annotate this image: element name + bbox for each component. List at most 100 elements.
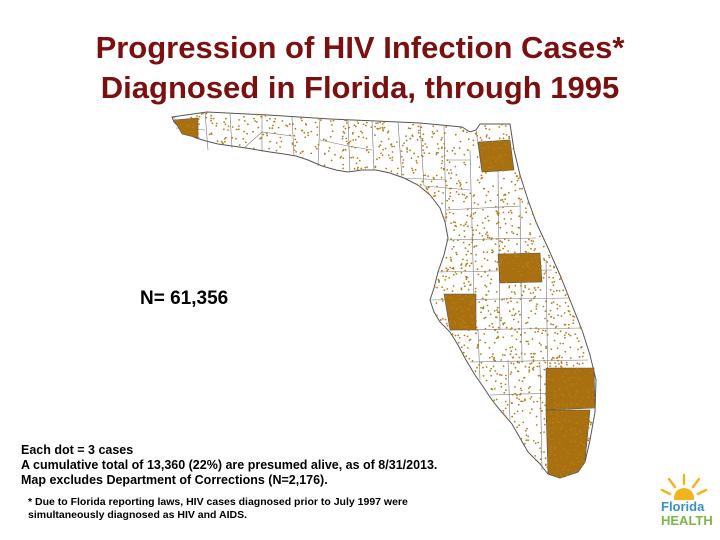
case-dot — [518, 310, 520, 313]
case-dot — [538, 362, 541, 365]
case-dot — [551, 293, 554, 296]
case-dot — [535, 327, 537, 329]
case-dot — [506, 298, 508, 300]
case-dot — [467, 138, 470, 141]
case-dot — [425, 187, 428, 189]
case-dot — [568, 420, 571, 422]
case-dot — [527, 343, 530, 345]
case-dot — [503, 218, 506, 220]
case-dot — [561, 375, 564, 378]
case-dot — [484, 147, 486, 150]
case-dot — [301, 119, 303, 122]
case-dot — [539, 407, 542, 410]
case-dot — [471, 241, 473, 244]
case-dot — [544, 361, 547, 364]
county-broward — [545, 367, 596, 411]
case-dot — [494, 205, 497, 208]
case-dot — [569, 334, 572, 337]
case-dot — [460, 224, 462, 226]
case-dot — [546, 423, 549, 426]
case-dot — [445, 216, 447, 219]
case-dot — [499, 249, 501, 252]
case-dot — [556, 475, 558, 477]
case-dot — [496, 261, 499, 264]
case-dot — [552, 323, 554, 326]
case-dot — [581, 355, 584, 358]
case-dot — [530, 352, 532, 355]
case-dot — [485, 127, 487, 130]
case-dot — [541, 332, 543, 335]
case-dot — [420, 126, 423, 129]
case-dot — [465, 278, 468, 281]
case-dot — [465, 221, 468, 224]
case-dot — [502, 137, 505, 140]
case-dot — [508, 145, 511, 147]
case-dot — [550, 412, 553, 415]
case-dot — [500, 139, 502, 142]
case-dot — [490, 387, 493, 390]
case-dot — [527, 340, 529, 343]
case-dot — [558, 389, 561, 391]
case-dot — [528, 288, 530, 291]
case-dot — [461, 323, 464, 326]
case-dot — [575, 403, 578, 406]
case-dot — [466, 131, 468, 134]
case-dot — [518, 361, 520, 364]
case-dot — [508, 137, 511, 140]
case-dot — [449, 266, 452, 269]
case-dot — [544, 404, 546, 407]
case-dot — [405, 135, 407, 138]
case-dot — [574, 428, 577, 430]
case-dot — [532, 297, 535, 300]
case-dot — [504, 222, 507, 225]
case-dot — [522, 265, 525, 267]
case-dot — [568, 377, 571, 379]
case-dot — [525, 434, 528, 437]
case-dot — [544, 330, 547, 332]
case-dot — [441, 156, 444, 158]
case-dot — [513, 314, 516, 317]
case-dot — [485, 172, 487, 174]
case-dot — [421, 139, 424, 142]
case-dot — [454, 221, 456, 224]
case-dot — [499, 226, 502, 229]
case-dot — [524, 264, 527, 266]
case-dot — [505, 326, 508, 329]
case-dot — [265, 132, 268, 135]
case-dot — [546, 320, 549, 322]
case-dot — [544, 464, 547, 467]
case-dot — [504, 407, 507, 410]
case-dot — [294, 138, 297, 141]
case-dot — [533, 287, 536, 289]
case-dot — [543, 451, 545, 453]
case-dot — [568, 393, 570, 396]
case-dot — [478, 166, 481, 169]
case-dot — [483, 317, 486, 319]
case-dot — [463, 334, 466, 337]
case-dot — [485, 366, 488, 368]
case-dot — [454, 165, 457, 168]
case-dot — [463, 230, 466, 232]
case-dot — [593, 396, 596, 399]
case-dot — [579, 326, 582, 328]
case-dot — [539, 432, 542, 434]
case-dot — [225, 117, 227, 120]
case-dot — [459, 183, 462, 186]
case-dot — [285, 124, 287, 127]
case-dot — [484, 284, 486, 287]
case-dot — [474, 290, 477, 293]
case-dot — [497, 335, 499, 338]
case-dot — [479, 136, 482, 139]
case-dot — [482, 251, 485, 254]
case-dot — [579, 430, 581, 433]
case-dot — [494, 160, 497, 163]
case-dot — [484, 341, 487, 344]
case-dot — [454, 302, 456, 304]
case-dot — [557, 421, 560, 423]
case-dot — [544, 317, 546, 320]
case-dot — [499, 262, 501, 265]
case-dot — [543, 417, 546, 420]
case-dot — [526, 427, 528, 430]
case-dot — [515, 255, 517, 258]
florida-outline — [171, 111, 597, 479]
